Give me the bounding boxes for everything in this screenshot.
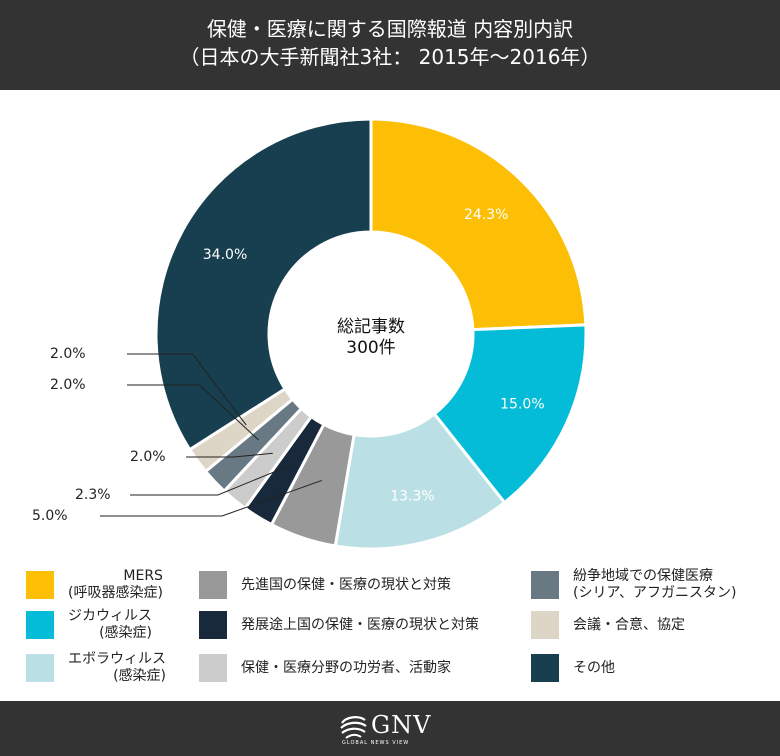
slices <box>154 117 588 551</box>
slice-0 <box>369 117 588 332</box>
footer: GNV GLOBAL NEWS VIEW <box>0 701 780 756</box>
value-label-8: 34.0% <box>203 247 247 263</box>
legend-label: 発展途上国の保健・医療の現状と対策 <box>241 616 479 633</box>
center-label-total: 総記事数 <box>337 317 405 337</box>
legend-label: MERS (呼吸器感染症) <box>68 568 163 601</box>
legend-item-1: ジカウィルス (感染症) <box>26 608 152 642</box>
leader-line-5 <box>186 452 273 458</box>
leader-line-4 <box>130 464 290 496</box>
leader-line-3 <box>100 479 322 517</box>
value-label-6: 2.0% <box>50 377 86 393</box>
chart-subtitle: （日本の大手新聞社3社： 2015年～2016年） <box>179 45 601 69</box>
legend-label: その他 <box>573 659 615 676</box>
legend-label: 紛争地域での保健医療 (シリア、アフガニスタン) <box>573 568 737 601</box>
legend-item-8: その他 <box>531 651 615 685</box>
value-label-0: 24.3% <box>464 207 508 223</box>
legend-label: 会議・合意、協定 <box>573 616 685 633</box>
legend-item-6: 紛争地域での保健医療 (シリア、アフガニスタン) <box>531 568 737 602</box>
chart-title: 保健・医療に関する国際報道 内容別内訳 <box>206 17 574 41</box>
leader-line-6 <box>127 384 259 441</box>
leader-lines <box>100 353 322 517</box>
value-label-4: 2.3% <box>75 487 111 503</box>
legend-label: 先進国の保健・医療の現状と対策 <box>241 576 451 593</box>
value-label-2: 13.3% <box>390 488 434 504</box>
legend-swatch <box>531 571 559 599</box>
legend-item-2: エボラウィルス (感染症) <box>26 651 166 685</box>
slice-1 <box>432 323 588 505</box>
logo-subtext: GLOBAL NEWS VIEW <box>342 740 410 746</box>
legend-label: 保健・医療分野の功労者、活動家 <box>241 659 451 676</box>
value-label-5: 2.0% <box>130 449 166 465</box>
header: 保健・医療に関する国際報道 内容別内訳 （日本の大手新聞社3社： 2015年～2… <box>0 0 780 90</box>
slice-8 <box>154 117 373 452</box>
legend-swatch <box>26 654 54 682</box>
value-label-3: 5.0% <box>32 508 68 524</box>
legend-item-3: 先進国の保健・医療の現状と対策 <box>199 568 451 602</box>
legend-label: ジカウィルス (感染症) <box>68 608 152 641</box>
legend-item-5: 保健・医療分野の功労者、活動家 <box>199 651 451 685</box>
legend-swatch <box>199 654 227 682</box>
legend-swatch <box>26 571 54 599</box>
value-label-7: 2.0% <box>50 346 86 362</box>
center-label-count: 300件 <box>346 338 395 358</box>
legend-item-0: MERS (呼吸器感染症) <box>26 568 163 602</box>
legend-item-7: 会議・合意、協定 <box>531 608 685 642</box>
legend-label: エボラウィルス (感染症) <box>68 651 166 684</box>
gnv-logo: GNV GLOBAL NEWS VIEW <box>336 709 456 749</box>
leader-line-7 <box>127 353 247 426</box>
logo-text: GNV <box>371 711 432 739</box>
donut-chart: 24.3% 15.0% 13.3% 34.0% 5.0% 2.3% 2.0% 2.0% 2.0%… <box>32 117 588 551</box>
legend-swatch <box>26 611 54 639</box>
globe-icon <box>340 716 367 739</box>
legend-swatch <box>531 654 559 682</box>
value-labels: 24.3% 15.0% 13.3% 34.0% 5.0% 2.3% 2.0% 2.0% 2.0% <box>32 207 545 524</box>
legend-swatch <box>531 611 559 639</box>
legend-swatch <box>199 611 227 639</box>
legend-item-4: 発展途上国の保健・医療の現状と対策 <box>199 608 479 642</box>
value-label-1: 15.0% <box>500 396 544 412</box>
legend-swatch <box>199 571 227 599</box>
